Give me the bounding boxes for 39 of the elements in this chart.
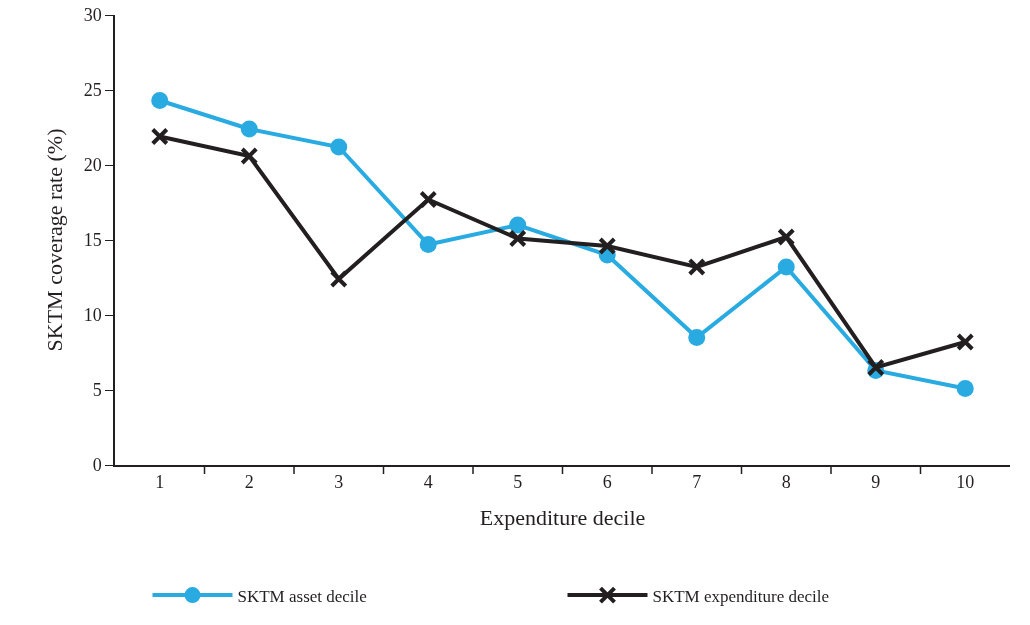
legend-label: SKTM expenditure decile — [652, 586, 830, 606]
x-tick-label: 10 — [956, 472, 975, 493]
point — [419, 236, 437, 253]
x-tick-label: 5 — [513, 472, 523, 493]
point — [509, 216, 527, 234]
y-tick-label: 10 — [83, 305, 102, 326]
point — [956, 380, 974, 397]
x-tick-label: 1 — [155, 472, 165, 493]
y-tick-label: 20 — [83, 155, 102, 176]
point — [240, 147, 259, 165]
x-axis-title: Expenditure decile — [479, 504, 646, 530]
legend-label: SKTM asset decile — [237, 586, 367, 606]
point — [240, 120, 258, 138]
point — [687, 258, 706, 276]
point — [151, 92, 169, 109]
point — [956, 333, 975, 351]
point — [419, 190, 438, 209]
x-tick-label: 9 — [871, 472, 881, 493]
x-tick-label: 8 — [781, 472, 791, 493]
x-tick-label: 6 — [602, 472, 612, 493]
point — [777, 258, 795, 276]
point — [329, 270, 348, 288]
y-tick-label: 25 — [83, 80, 102, 101]
point — [777, 228, 796, 246]
point — [866, 358, 885, 377]
point — [688, 329, 706, 346]
x-tick-label: 7 — [692, 472, 702, 493]
x-tick-label: 4 — [423, 472, 433, 493]
x-tick-label: 2 — [244, 472, 254, 493]
x-tick-label: 3 — [334, 472, 344, 493]
y-axis-title: SKTM coverage rate (%) — [41, 128, 67, 352]
y-tick-label: 15 — [83, 230, 102, 251]
point — [598, 237, 617, 255]
point — [508, 229, 527, 248]
y-tick-label: 5 — [92, 380, 102, 401]
y-tick-label: 30 — [83, 5, 102, 26]
point — [150, 127, 169, 146]
point — [330, 138, 348, 156]
y-tick-label: 0 — [92, 455, 102, 476]
